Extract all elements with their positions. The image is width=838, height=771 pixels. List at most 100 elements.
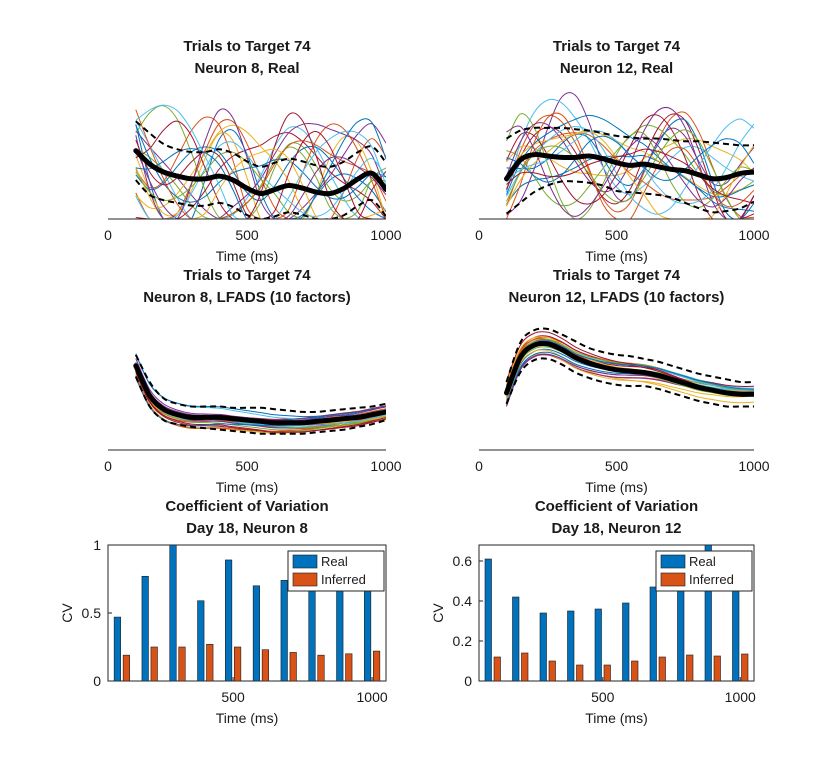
trial-line [135, 104, 386, 219]
panel-neuron-8-lfads: Trials to Target 74 Neuron 8, LFADS (10 f… [104, 267, 402, 495]
chart-title-line-2: Neuron 12, Real [560, 60, 673, 77]
chart-title-line-1: Trials to Target 74 [553, 267, 681, 284]
bar-inferred [373, 650, 381, 681]
bar-real [594, 608, 602, 681]
mean-line [133, 363, 386, 426]
sd-lower-line [505, 180, 754, 215]
panel-neuron-8-real: Trials to Target 74 Neuron 8, Real 0 500 100… [104, 38, 402, 264]
x-tick-label: 500 [605, 227, 629, 243]
x-tick-label: 500 [235, 458, 259, 474]
y-axis-label: CV [59, 603, 75, 623]
trial-line [506, 98, 754, 195]
trial-line [506, 148, 754, 204]
legend-swatch-inferred [660, 572, 686, 587]
axes-box [478, 544, 755, 682]
trial-line [506, 130, 754, 219]
bar-inferred [576, 664, 584, 681]
bar-real [197, 600, 205, 681]
sd-lower-line [134, 376, 386, 435]
x-tick-label: 0 [475, 458, 483, 474]
x-tick-label: 500 [605, 458, 629, 474]
trial-line [135, 116, 386, 219]
bar-inferred [261, 649, 269, 681]
panel-neuron-12-real: Trials to Target 74 Neuron 12, Real 0 500 10… [475, 38, 770, 264]
legend-swatch-real [660, 554, 686, 569]
trial-line [506, 340, 754, 393]
y-tick-label: 0.4 [453, 593, 473, 609]
bar-inferred [741, 653, 749, 681]
bar-real [336, 582, 344, 681]
bar-real [567, 610, 575, 681]
bar-inferred [206, 643, 214, 681]
x-tick-label: 1000 [370, 458, 401, 474]
bar-real [622, 602, 630, 681]
bar-real [252, 585, 260, 681]
bar-real [225, 559, 233, 681]
x-tick-label: 0 [104, 227, 112, 243]
chart-title-line-2: Neuron 12, LFADS (10 factors) [509, 289, 725, 306]
legend-label: Real [689, 554, 716, 569]
y-tick-label: 0 [93, 673, 101, 689]
plot-area [113, 545, 381, 681]
chart-title-line-2: Day 18, Neuron 12 [551, 520, 681, 537]
legend-label: Real [321, 554, 348, 569]
bar-inferred [713, 655, 721, 681]
chart-title-line-1: Trials to Target 74 [553, 38, 681, 55]
trial-line [135, 151, 386, 219]
trial-line [135, 132, 386, 219]
chart-title-line-1: Trials to Target 74 [183, 38, 311, 55]
trial-line [506, 135, 754, 183]
trial-line [506, 129, 754, 219]
trial-line [506, 118, 754, 219]
sd-upper-line [505, 327, 754, 384]
bar-inferred [289, 652, 297, 681]
y-tick-label: 0 [464, 673, 472, 689]
trial-line [135, 146, 386, 219]
bar-inferred [658, 656, 666, 681]
bar-inferred [686, 654, 694, 681]
chart-title-line-1: Trials to Target 74 [183, 267, 311, 284]
legend-label: Inferred [321, 572, 366, 587]
bar-real [280, 580, 288, 681]
bar-real [141, 575, 149, 681]
x-tick-label: 1000 [370, 227, 401, 243]
bar-real [539, 612, 547, 681]
chart-title-line-1: Coefficient of Variation [165, 498, 328, 515]
x-tick-label: 1000 [738, 458, 769, 474]
y-axis-label: CV [430, 603, 446, 623]
bar-inferred [178, 646, 186, 681]
x-axis-label: Time (ms) [216, 710, 278, 726]
trial-line [135, 120, 386, 219]
legend: Real Inferred [655, 550, 753, 592]
trial-line [135, 132, 386, 219]
bar-real [704, 545, 712, 681]
bar-inferred [493, 656, 501, 681]
bar-real [649, 586, 657, 681]
chart-title-line-2: Day 18, Neuron 8 [186, 520, 308, 537]
trial-line [135, 371, 386, 433]
legend-swatch-real [292, 554, 318, 569]
mean-line [504, 152, 754, 182]
trial-line [135, 353, 386, 420]
bar-real [308, 585, 316, 681]
legend-label: Inferred [689, 572, 734, 587]
trial-line [506, 111, 754, 219]
plot-area [504, 327, 754, 408]
bar-inferred [631, 660, 639, 681]
plot-area [484, 545, 749, 681]
bar-real [169, 545, 177, 681]
sd-upper-line [135, 120, 386, 168]
x-tick-label: 500 [591, 689, 615, 705]
trial-line [506, 353, 754, 405]
x-axis-label: Time (ms) [585, 479, 647, 495]
trial-line [135, 118, 386, 219]
trial-line [135, 124, 386, 219]
bar-inferred [603, 664, 611, 681]
sd-upper-line [505, 126, 754, 147]
trial-line [506, 112, 754, 219]
trial-line [135, 370, 386, 433]
trial-line [506, 339, 754, 389]
trial-line [135, 148, 386, 219]
bar-real [484, 558, 492, 681]
bar-real [364, 590, 372, 681]
